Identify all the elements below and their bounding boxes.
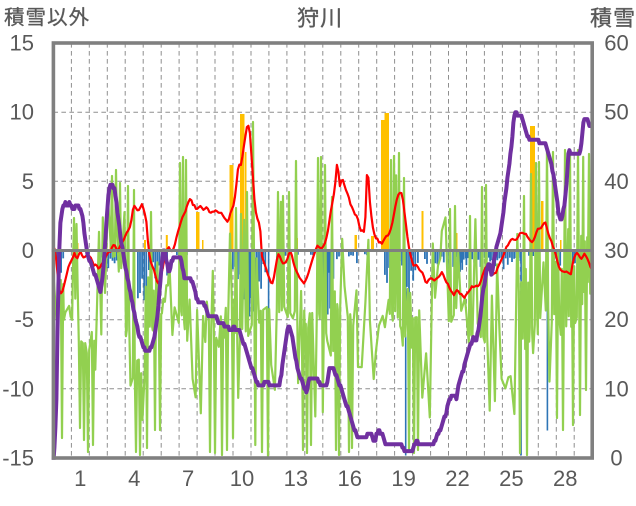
svg-text:16: 16	[337, 466, 361, 491]
svg-text:25: 25	[499, 466, 523, 491]
svg-text:10: 10	[230, 466, 254, 491]
svg-text:1: 1	[74, 466, 86, 491]
svg-text:15: 15	[10, 31, 34, 56]
svg-text:5: 5	[22, 169, 34, 194]
svg-text:20: 20	[604, 307, 628, 332]
svg-text:-10: -10	[2, 376, 34, 401]
svg-text:-5: -5	[14, 307, 34, 332]
svg-text:30: 30	[604, 238, 628, 263]
svg-text:60: 60	[604, 31, 628, 56]
svg-text:0: 0	[610, 446, 622, 471]
svg-text:0: 0	[22, 238, 34, 263]
svg-text:28: 28	[553, 466, 577, 491]
svg-text:40: 40	[604, 169, 628, 194]
svg-text:7: 7	[182, 466, 194, 491]
svg-text:13: 13	[284, 466, 308, 491]
svg-text:50: 50	[604, 100, 628, 125]
svg-text:22: 22	[445, 466, 469, 491]
svg-text:4: 4	[128, 466, 140, 491]
svg-text:10: 10	[604, 376, 628, 401]
svg-text:-15: -15	[2, 446, 34, 471]
svg-text:10: 10	[10, 100, 34, 125]
svg-text:19: 19	[391, 466, 415, 491]
